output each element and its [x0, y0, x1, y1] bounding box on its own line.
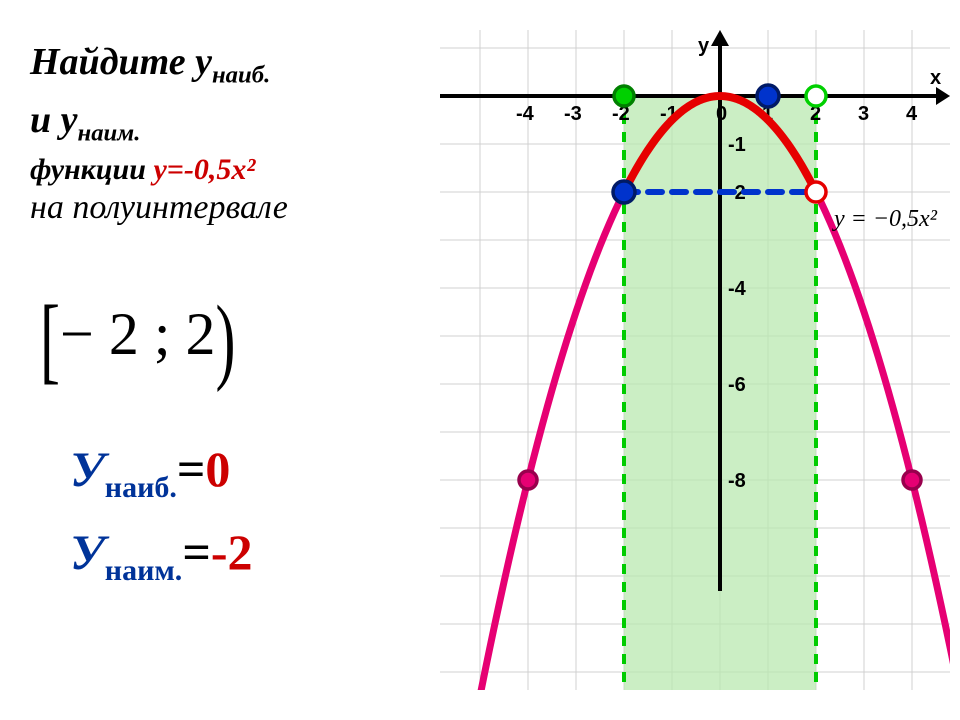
- x-tick-4: 4: [906, 103, 918, 125]
- marker-1: [757, 85, 779, 107]
- marker-3: [613, 181, 635, 203]
- text-line-1: Найдите yнаиб.: [30, 40, 450, 90]
- interval-left-bracket: [: [40, 285, 60, 395]
- text-line-2: и yнаим.: [30, 98, 450, 148]
- y-tick--4: -4: [728, 278, 747, 300]
- t1s: наиб.: [212, 62, 270, 89]
- interval-expression: [− 2 ; 2): [40, 300, 235, 375]
- a2v: -2: [211, 524, 253, 580]
- y-tick--1: -1: [728, 134, 746, 156]
- t2a: и y: [30, 99, 78, 141]
- problem-text: Найдите yнаиб. и yнаим. функции у=-0,5х²…: [30, 40, 450, 227]
- parabola-chart: ух-4-3-2-101234-1-2-4-6-8y = −0,5x²: [440, 30, 950, 690]
- marker-0: [614, 86, 634, 106]
- a1y: Унаиб.: [70, 441, 177, 497]
- t3a: функции: [30, 153, 153, 186]
- answer-min: Унаим.=-2: [70, 523, 252, 588]
- a1v: 0: [205, 441, 230, 497]
- answers-block: Унаиб.=0 Унаим.=-2: [70, 440, 252, 606]
- a2y: Унаим.: [70, 524, 182, 580]
- interval-body: − 2 ; 2: [60, 301, 216, 367]
- marker-2: [806, 86, 826, 106]
- y-tick--6: -6: [728, 374, 746, 396]
- t1a: Найдите y: [30, 41, 212, 83]
- y-axis-label: у: [698, 35, 710, 57]
- text-line-3: функции у=-0,5х²: [30, 153, 450, 187]
- interval-right-bracket: ): [216, 285, 236, 395]
- marker-6: [903, 471, 921, 489]
- x-tick-0: 0: [716, 103, 727, 125]
- function-formula: y = −0,5x²: [832, 206, 938, 232]
- marker-5: [519, 471, 537, 489]
- marker-4: [806, 182, 826, 202]
- a2eq: =: [182, 524, 211, 580]
- x-tick-3: 3: [858, 103, 869, 125]
- x-tick--4: -4: [516, 103, 535, 125]
- y-axis-arrow: [711, 30, 729, 46]
- t3f: у=-0,5х²: [153, 153, 255, 186]
- answer-max: Унаиб.=0: [70, 440, 252, 505]
- x-axis-label: х: [930, 67, 941, 89]
- y-tick--8: -8: [728, 470, 746, 492]
- t2s: наим.: [78, 119, 141, 146]
- a1eq: =: [177, 441, 206, 497]
- x-tick--3: -3: [564, 103, 582, 125]
- text-line-4: на полуинтервале: [30, 189, 450, 227]
- x-axis-arrow: [936, 87, 950, 105]
